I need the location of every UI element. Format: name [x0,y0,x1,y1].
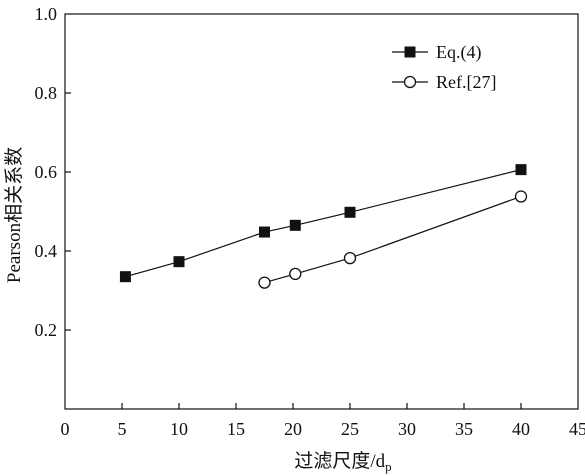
y-tick-label: 0.2 [35,320,58,340]
y-axis-title: Pearson相关系数 [3,147,25,283]
legend: Eq.(4) Ref.[27] [392,42,496,92]
data-point-square [173,256,185,268]
y-tick-label: 1.0 [35,4,58,24]
series-line [125,169,522,278]
legend-label: Ref.[27] [436,72,496,92]
x-tick-label: 30 [398,419,416,439]
data-point-square [515,164,527,176]
legend-marker-circle [403,75,417,89]
x-tick-label: 25 [341,419,359,439]
x-tick-label: 45 [569,419,585,439]
legend-item-2: Ref.[27] [392,72,496,92]
plot-border [64,13,579,410]
x-tick-label: 10 [170,419,188,439]
legend-label: Eq.(4) [436,42,481,63]
x-tick-label: 15 [227,419,245,439]
x-tick-label: 35 [455,419,473,439]
x-axis-title: 过滤尺度/dp [294,450,391,474]
x-tick-label: 20 [284,419,302,439]
data-point-square [344,206,356,218]
series-layer [119,164,528,289]
y-tick-label: 0.4 [35,241,58,261]
data-point-circle [289,267,302,281]
data-point-square [119,271,131,283]
x-axis-ticks: 0 5 10 15 20 25 30 35 40 45 [61,403,585,439]
data-point-circle [258,276,271,289]
y-tick-label: 0.6 [35,162,58,182]
data-point-square [259,226,270,238]
data-point-circle [343,251,357,265]
legend-marker-square [404,46,416,58]
series-line [264,195,522,284]
x-axis-title-subscript: p [385,459,392,474]
x-tick-label: 5 [118,419,127,439]
y-axis-ticks: 0.2 0.4 0.6 0.8 1.0 [35,4,71,340]
x-tick-label: 0 [61,419,70,439]
x-axis-title-main: 过滤尺度/d [294,450,385,472]
x-tick-label: 40 [512,419,530,439]
data-point-square [289,219,301,231]
series-1 [119,164,527,283]
data-point-circle [514,190,528,203]
plot-frame [64,13,579,410]
series-2 [258,190,528,289]
legend-item-1: Eq.(4) [392,42,481,63]
y-tick-label: 0.8 [35,83,58,103]
